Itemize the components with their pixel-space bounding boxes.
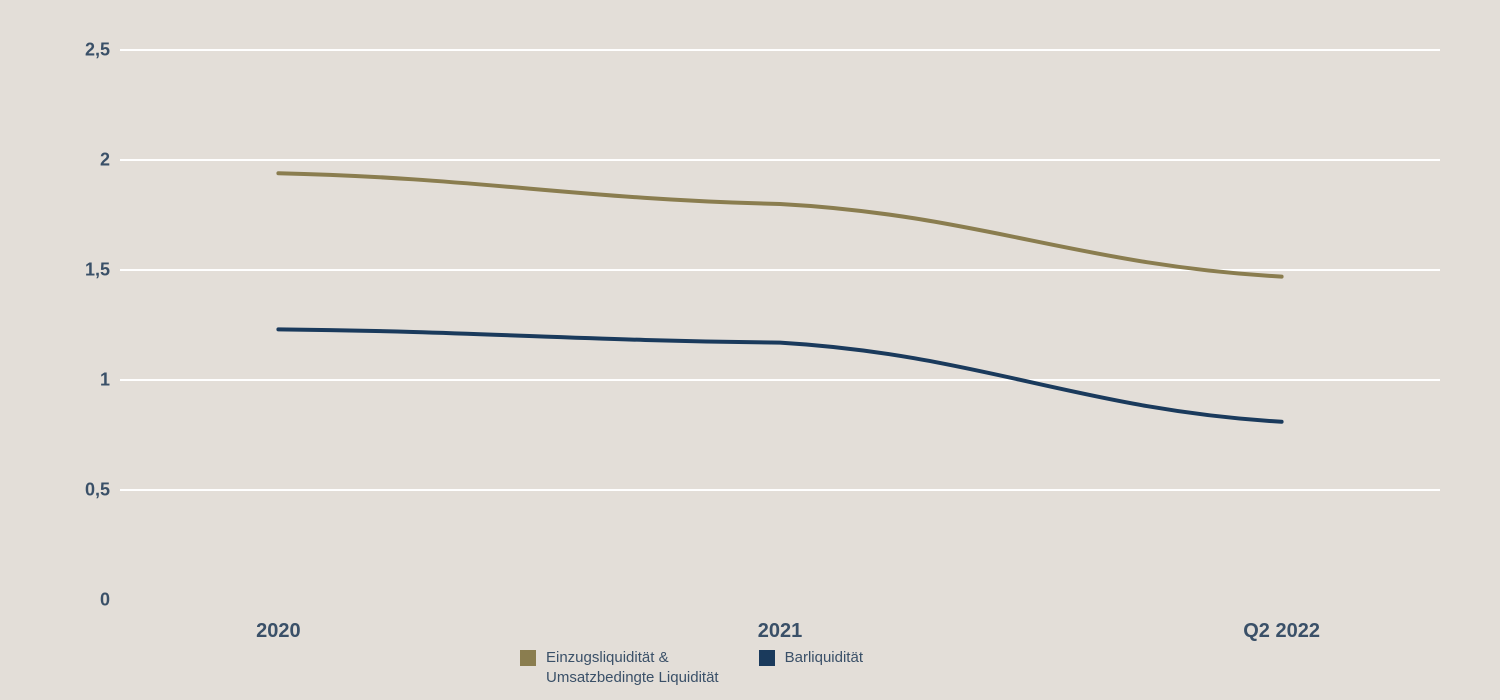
legend-label: Barliquidität	[785, 648, 863, 668]
y-axis-label: 0,5	[80, 480, 110, 501]
series-line-barliquiditaet	[278, 329, 1281, 421]
x-axis-label: 2021	[758, 620, 803, 643]
legend-item-einzugsliquiditaet: Einzugsliquidität & Umsatzbedingte Liqui…	[520, 648, 719, 687]
legend-swatch	[520, 650, 536, 666]
series-line-einzugsliquiditaet	[278, 173, 1281, 276]
y-axis-label: 1,5	[80, 260, 110, 281]
y-axis-label: 2,5	[80, 40, 110, 61]
legend: Einzugsliquidität & Umsatzbedingte Liqui…	[520, 648, 863, 687]
legend-label: Einzugsliquidität & Umsatzbedingte Liqui…	[546, 648, 719, 687]
lines-svg	[120, 50, 1440, 600]
legend-item-barliquiditaet: Barliquidität	[759, 648, 863, 668]
x-axis-label: 2020	[256, 620, 301, 643]
plot-area: 00,511,522,520202021Q2 2022	[120, 50, 1440, 600]
legend-swatch	[759, 650, 775, 666]
x-axis-label: Q2 2022	[1243, 620, 1320, 643]
y-axis-label: 1	[80, 370, 110, 391]
y-axis-label: 2	[80, 150, 110, 171]
liquidity-chart: 00,511,522,520202021Q2 2022 Einzugsliqui…	[0, 0, 1500, 700]
y-axis-label: 0	[80, 590, 110, 611]
